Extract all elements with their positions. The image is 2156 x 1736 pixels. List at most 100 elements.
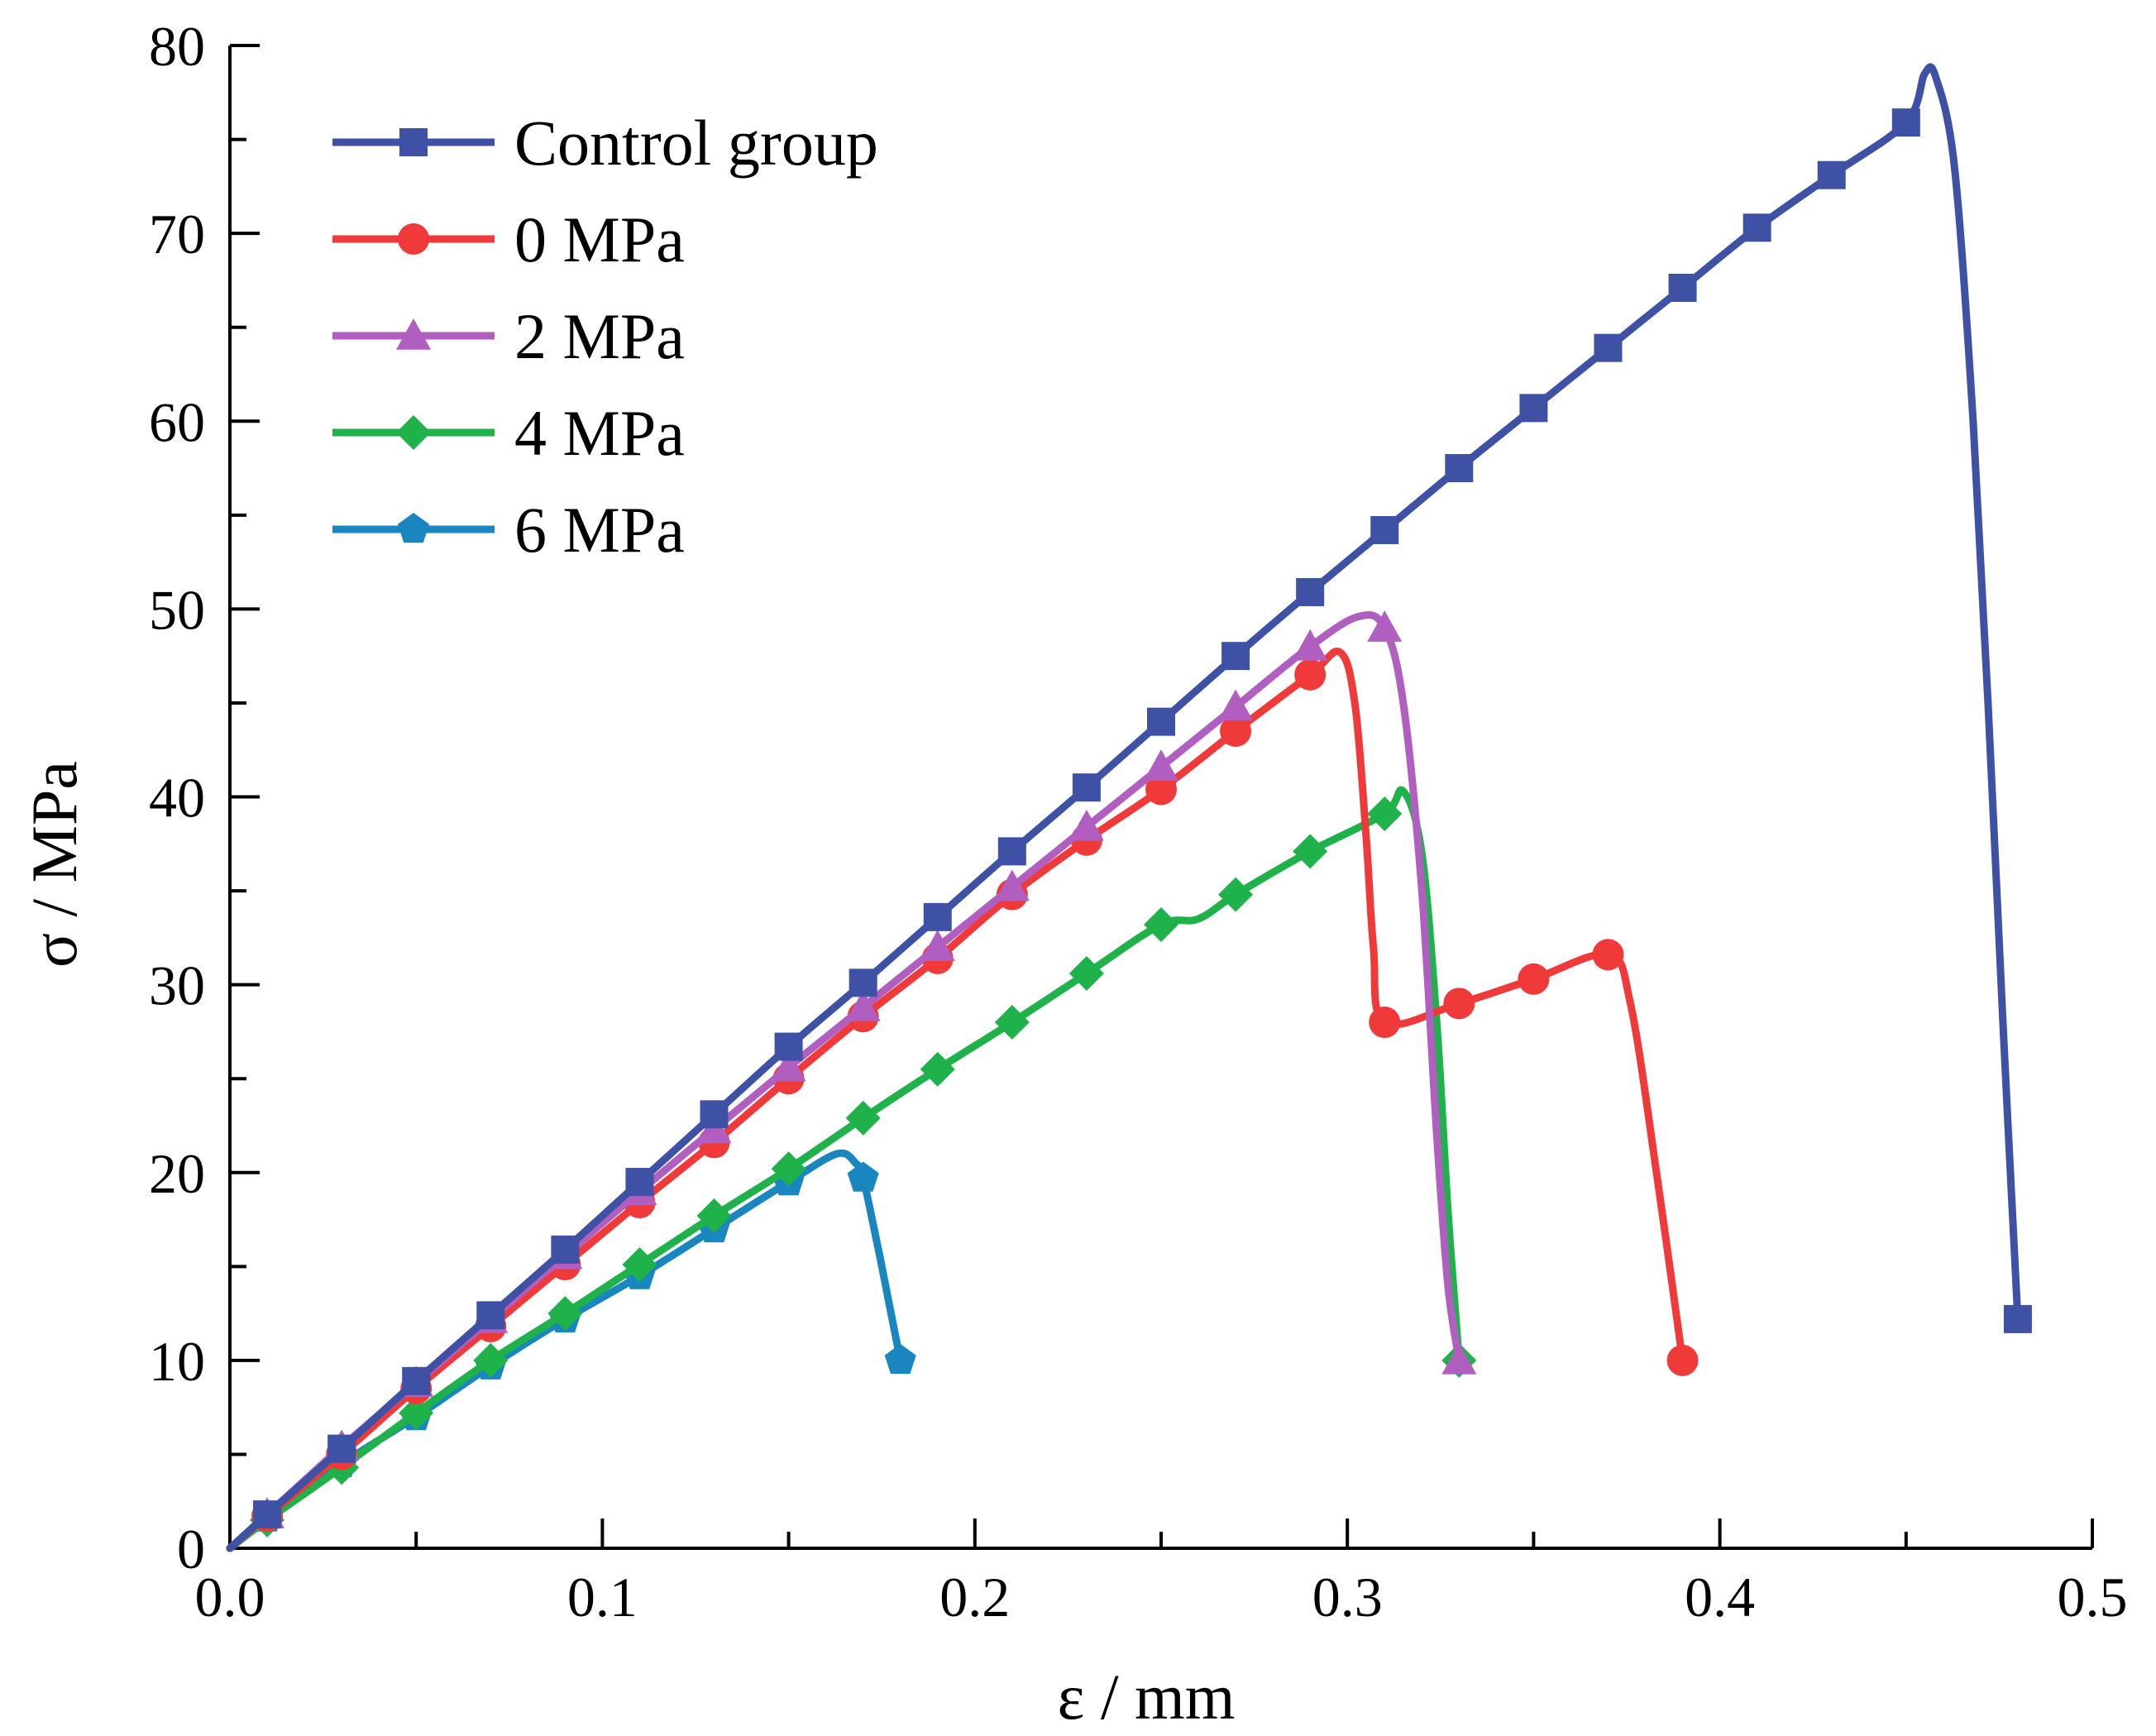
data-point-4-mpa xyxy=(771,1151,806,1187)
y-axis-title: σ / MPa xyxy=(18,761,90,968)
x-tick-label: 0.1 xyxy=(567,1566,638,1628)
data-point-control-group xyxy=(923,902,952,931)
data-point-4-mpa xyxy=(1218,877,1254,912)
data-point-control-group xyxy=(849,968,877,997)
series-0-mpa xyxy=(226,648,1699,1552)
legend-item-0-mpa: 0 MPa xyxy=(332,203,685,275)
legend-label-6-mpa: 6 MPa xyxy=(514,494,685,566)
y-tick-label: 60 xyxy=(149,390,205,453)
data-point-control-group xyxy=(1891,108,1920,137)
data-point-control-group xyxy=(1221,642,1250,671)
data-point-control-group xyxy=(1072,773,1101,802)
data-point-4-mpa xyxy=(547,1296,583,1332)
data-point-control-group xyxy=(327,1434,356,1463)
data-point-2-mpa xyxy=(1367,610,1403,642)
data-point-2-mpa xyxy=(1218,689,1254,721)
data-point-2-mpa xyxy=(1144,749,1178,781)
data-point-control-group xyxy=(1742,213,1771,242)
data-point-control-group xyxy=(476,1301,505,1330)
y-tick-label: 70 xyxy=(149,203,205,265)
data-point-control-group xyxy=(1370,515,1399,544)
data-point-4-mpa xyxy=(473,1342,509,1378)
legend-item-2-mpa: 2 MPa xyxy=(332,300,685,372)
data-point-2-mpa xyxy=(845,989,881,1021)
series-control-group xyxy=(226,63,2032,1552)
data-point-0-mpa xyxy=(1294,658,1327,691)
data-point-4-mpa xyxy=(1068,955,1104,991)
data-point-control-group xyxy=(2003,1304,2032,1333)
series-line-0-mpa xyxy=(226,648,1687,1552)
data-point-4-mpa xyxy=(1144,906,1178,942)
series-6-mpa xyxy=(226,1149,916,1552)
data-point-4-mpa xyxy=(1367,796,1403,831)
data-point-2-mpa xyxy=(1441,1342,1477,1375)
data-point-0-mpa xyxy=(1220,715,1252,748)
data-point-control-group xyxy=(1817,160,1846,189)
x-tick-label: 0.5 xyxy=(2058,1566,2128,1628)
y-tick-label: 10 xyxy=(149,1330,205,1393)
data-point-control-group xyxy=(774,1032,803,1061)
data-point-2-mpa xyxy=(1293,629,1328,661)
y-tick-label: 20 xyxy=(149,1142,205,1205)
legend-label-4-mpa: 4 MPa xyxy=(514,397,685,469)
series-line-6-mpa xyxy=(226,1149,905,1552)
legend-marker-0-mpa xyxy=(398,223,429,255)
data-point-4-mpa xyxy=(994,1005,1030,1040)
series-layer xyxy=(226,63,2032,1552)
data-point-4-mpa xyxy=(845,1100,881,1136)
data-point-control-group xyxy=(1445,454,1474,483)
legend-label-2-mpa: 2 MPa xyxy=(514,300,685,372)
y-tick-label: 40 xyxy=(149,767,205,830)
data-point-2-mpa xyxy=(1068,809,1104,841)
data-point-6-mpa xyxy=(884,1343,916,1375)
x-axis-title: ε / mm xyxy=(1058,1661,1236,1733)
data-point-control-group xyxy=(551,1235,580,1264)
y-tick-label: 30 xyxy=(149,954,205,1017)
legend-marker-2-mpa xyxy=(396,318,431,350)
data-point-control-group xyxy=(997,837,1026,866)
legend-item-4-mpa: 4 MPa xyxy=(332,397,685,469)
data-point-control-group xyxy=(1594,333,1623,362)
axes: 0.0 0.1 0.2 0.3 0.4 0.5 0 10 20 30 40 50 60 70 80 xyxy=(149,15,2128,1628)
data-point-control-group xyxy=(1147,707,1175,736)
data-point-2-mpa xyxy=(994,869,1030,901)
legend-label-control-group: Control group xyxy=(514,107,878,179)
legend-marker-6-mpa xyxy=(398,513,429,543)
legend-item-control-group: Control group xyxy=(332,107,878,179)
data-point-4-mpa xyxy=(920,1051,955,1087)
data-point-0-mpa xyxy=(1666,1344,1699,1376)
data-point-control-group xyxy=(1668,273,1697,302)
data-point-0-mpa xyxy=(1145,773,1177,806)
x-tick-label: 0.3 xyxy=(1312,1566,1383,1628)
legend: Control group 0 MPa 2 MPa 4 MPa 6 MPa xyxy=(332,107,878,566)
series-line-4-mpa xyxy=(226,786,1463,1552)
legend-item-6-mpa: 6 MPa xyxy=(332,494,685,566)
data-point-control-group xyxy=(253,1500,282,1529)
data-point-control-group xyxy=(1519,394,1548,423)
y-tick-label: 50 xyxy=(149,578,205,641)
data-point-control-group xyxy=(625,1168,654,1197)
data-point-0-mpa xyxy=(1443,988,1475,1020)
x-tick-label: 0.0 xyxy=(195,1566,265,1628)
data-point-2-mpa xyxy=(920,930,955,961)
data-point-6-mpa xyxy=(847,1161,879,1192)
x-tick-label: 0.2 xyxy=(939,1566,1010,1628)
data-point-0-mpa xyxy=(1369,1007,1401,1039)
data-point-4-mpa xyxy=(622,1247,657,1283)
data-point-4-mpa xyxy=(696,1198,732,1233)
legend-marker-4-mpa xyxy=(396,415,431,450)
data-point-control-group xyxy=(1296,577,1325,606)
x-tick-label: 0.4 xyxy=(1685,1566,1755,1628)
data-point-2-mpa xyxy=(771,1050,806,1082)
data-point-0-mpa xyxy=(1592,939,1624,971)
y-tick-label: 80 xyxy=(149,15,205,78)
data-point-0-mpa xyxy=(1518,963,1550,995)
legend-label-0-mpa: 0 MPa xyxy=(514,203,685,275)
data-point-control-group xyxy=(402,1366,431,1395)
legend-marker-control-group xyxy=(399,128,428,156)
y-tick-label: 0 xyxy=(177,1518,205,1581)
data-point-4-mpa xyxy=(399,1395,434,1431)
data-point-control-group xyxy=(700,1100,729,1129)
data-point-4-mpa xyxy=(1293,834,1328,869)
